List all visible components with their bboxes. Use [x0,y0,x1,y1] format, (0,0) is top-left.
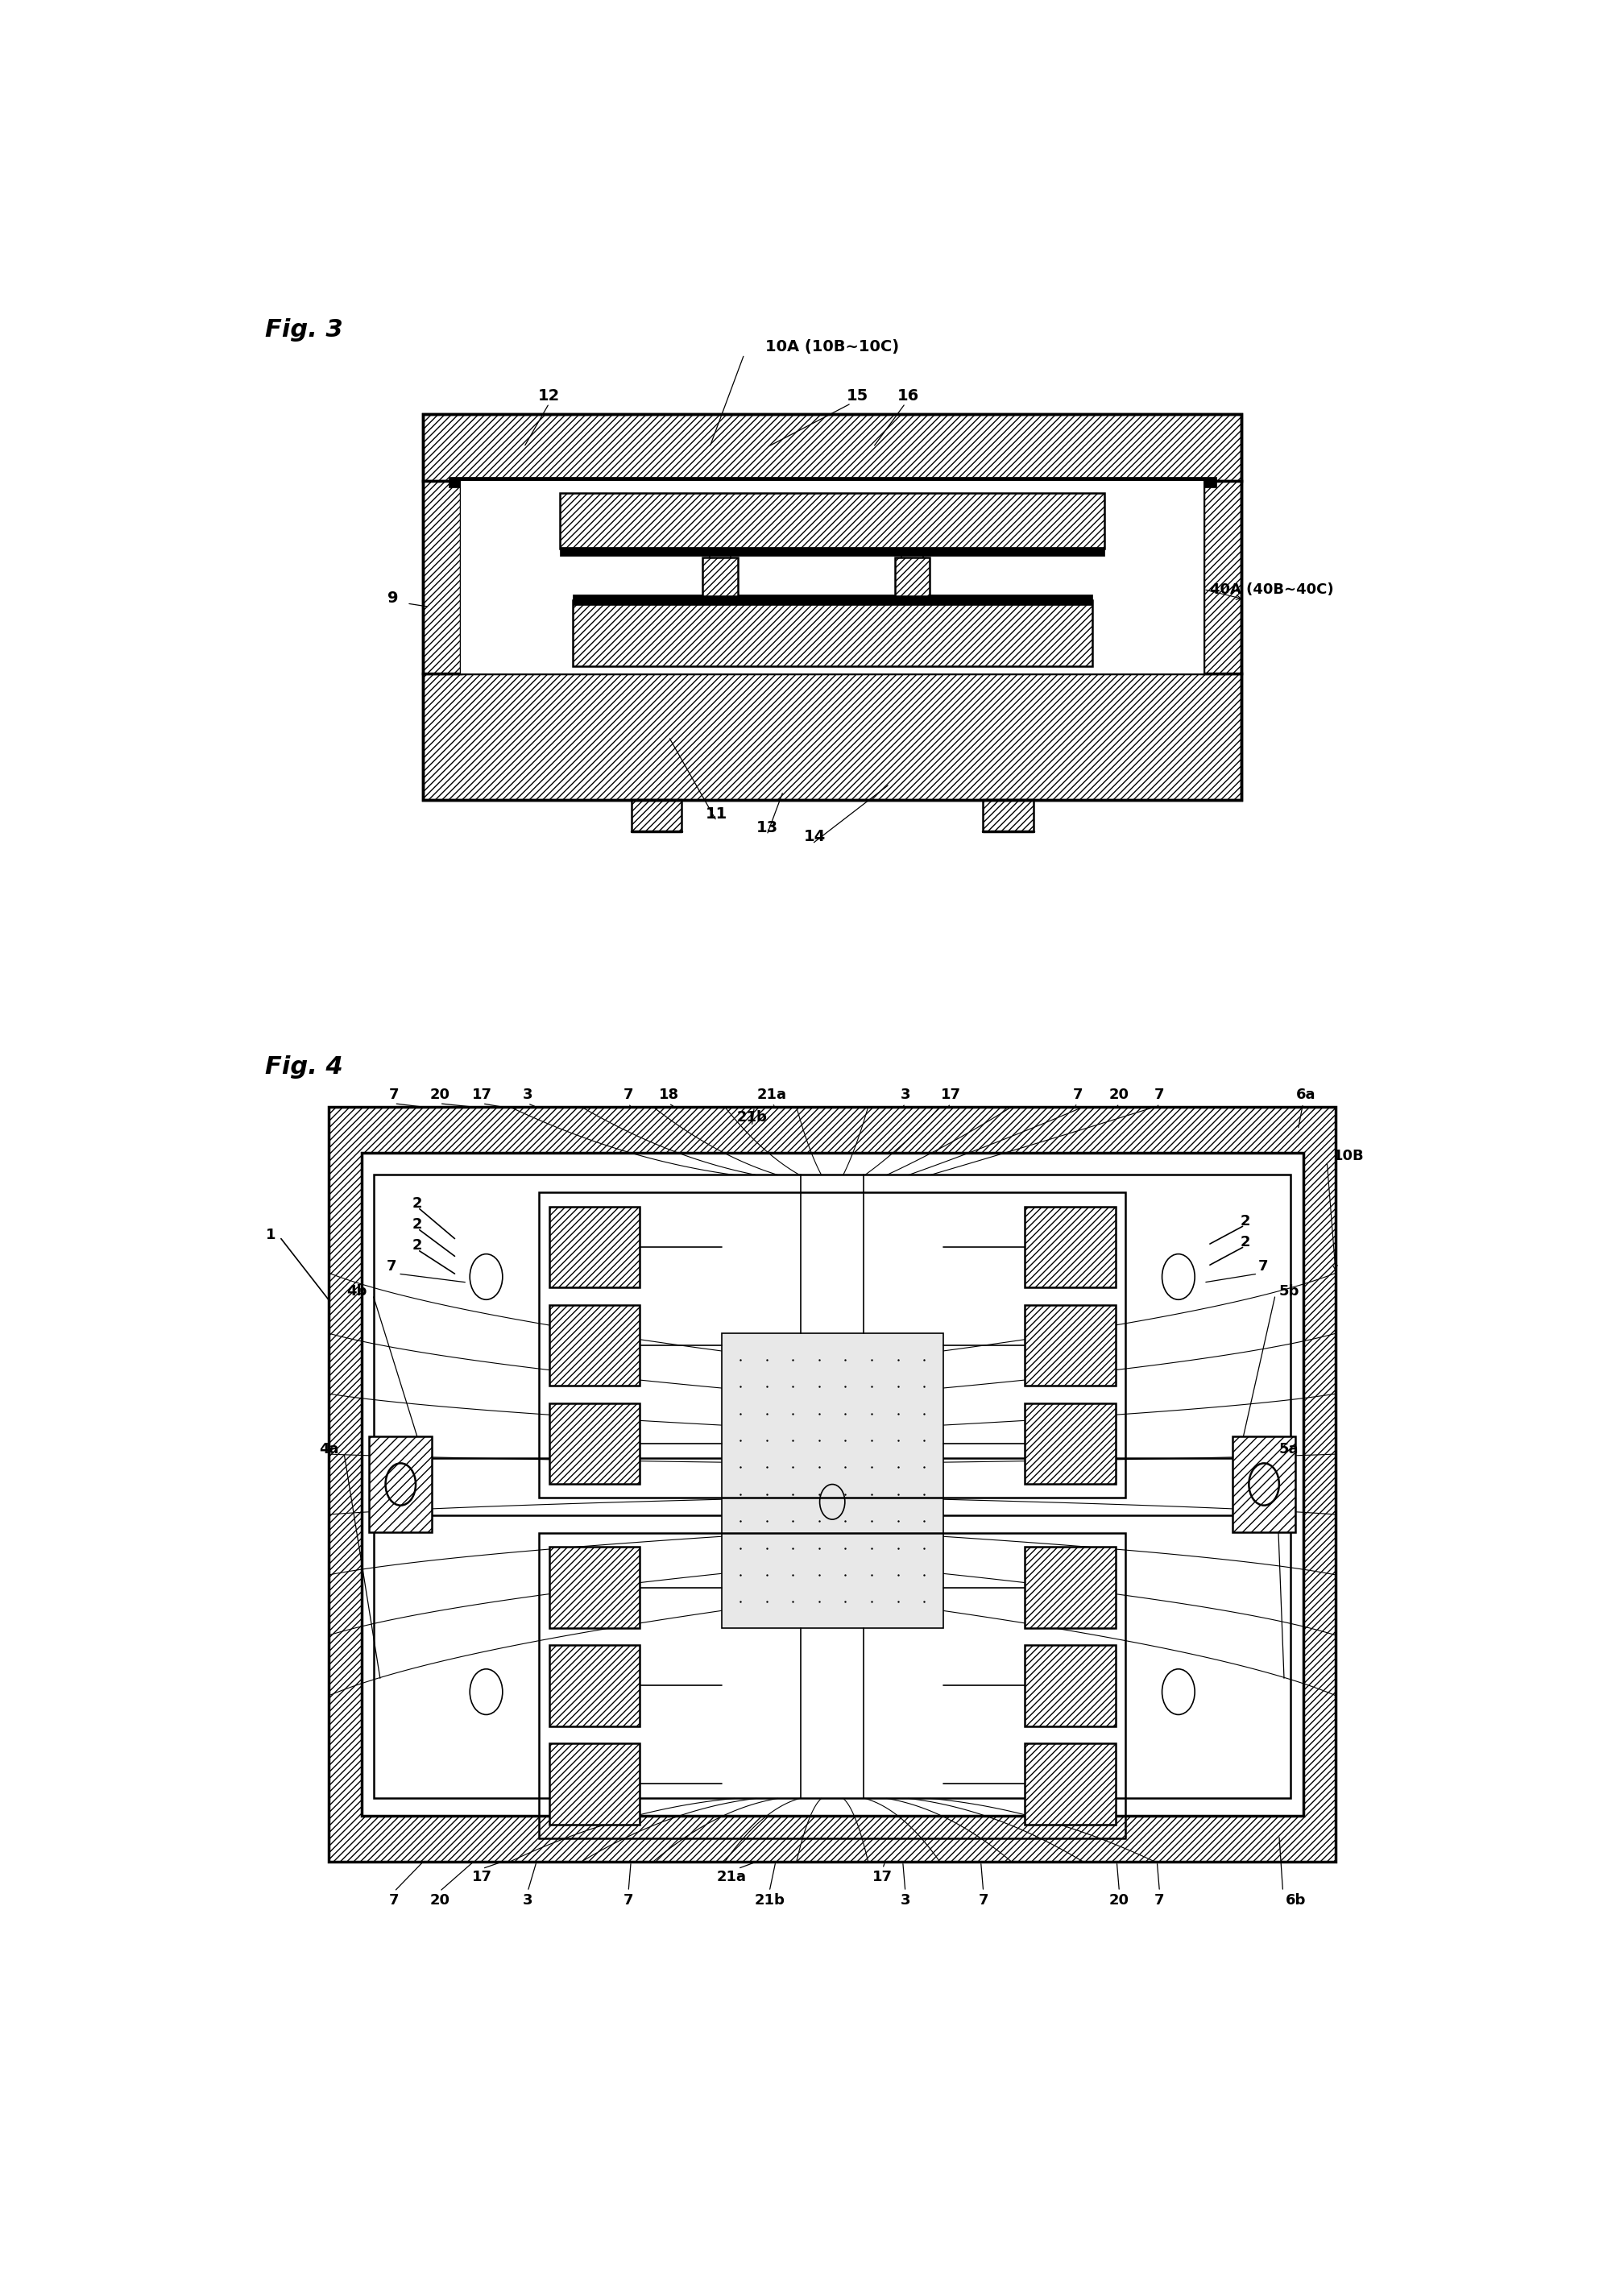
Text: 5b: 5b [1280,1283,1299,1299]
Bar [448,476,1216,488]
Text: 21a: 21a [716,1871,747,1885]
Bar [424,481,461,675]
Text: 1: 1 [266,1228,276,1242]
Bar [549,1547,640,1627]
Bar [1203,481,1241,675]
Bar [369,1436,432,1531]
Text: 6b: 6b [1286,1894,1306,1908]
Text: 7: 7 [1155,1894,1164,1908]
Text: 16: 16 [896,390,919,403]
Text: 7: 7 [1257,1260,1268,1274]
Text: 4a: 4a [320,1443,339,1456]
Text: 20: 20 [429,1087,450,1103]
Text: 6a: 6a [1296,1087,1315,1103]
Bar [572,599,1093,665]
Text: 7: 7 [624,1087,633,1103]
Bar [1025,1404,1116,1484]
Bar [560,547,1104,556]
Bar [424,415,1241,481]
Bar [539,1192,1125,1497]
Text: 21b: 21b [754,1894,784,1908]
Text: 3: 3 [900,1894,911,1908]
Text: Fig. 3: Fig. 3 [265,319,343,342]
Bar [1025,1645,1116,1725]
Text: 7: 7 [1155,1087,1164,1103]
Bar [549,1645,640,1725]
Bar [1025,1306,1116,1386]
Bar [539,1534,1125,1839]
Bar [632,800,682,832]
Text: 20: 20 [1109,1894,1129,1908]
Text: 3: 3 [900,1087,911,1103]
Bar [362,1153,1302,1816]
Bar [983,800,1033,832]
Text: 7: 7 [387,1260,396,1274]
Text: 2: 2 [1241,1235,1250,1249]
Text: 17: 17 [473,1087,492,1103]
Text: 7: 7 [390,1087,400,1103]
Text: 40A (40B∼40C): 40A (40B∼40C) [1210,581,1333,597]
Bar [374,1516,1291,1798]
Bar [549,1206,640,1288]
Text: 20: 20 [429,1894,450,1908]
Text: 14: 14 [804,830,825,846]
Bar [560,492,1104,549]
Text: 15: 15 [846,390,869,403]
Bar [362,1153,1302,1816]
Text: 21a: 21a [757,1087,786,1103]
Bar [424,415,1241,800]
Text: 17: 17 [473,1871,492,1885]
Text: 2: 2 [412,1196,422,1210]
Text: 17: 17 [940,1087,961,1103]
Text: 11: 11 [705,807,728,823]
Text: 9: 9 [387,590,398,606]
Text: 7: 7 [1073,1087,1083,1103]
Text: 2: 2 [412,1217,422,1233]
Bar [1025,1547,1116,1627]
Text: 13: 13 [755,820,778,836]
Text: 3: 3 [523,1894,533,1908]
Text: 7: 7 [978,1894,989,1908]
Bar [721,1333,944,1627]
Bar [572,595,1093,606]
Bar [895,558,931,597]
Text: 10A (10B∼10C): 10A (10B∼10C) [765,340,900,356]
Text: 17: 17 [872,1871,893,1885]
Text: 10B: 10B [1333,1149,1364,1162]
Text: 7: 7 [624,1894,633,1908]
Text: 20: 20 [1109,1087,1129,1103]
Bar [328,1108,1335,1862]
Bar [374,1176,1291,1459]
Bar [424,675,1241,800]
Bar [461,481,1203,675]
Text: 21b: 21b [737,1110,767,1126]
Text: 2: 2 [412,1237,422,1253]
Bar [1233,1436,1296,1531]
Bar [549,1404,640,1484]
Text: 7: 7 [390,1894,400,1908]
Bar [702,558,737,597]
Text: 18: 18 [659,1087,679,1103]
Text: 3: 3 [523,1087,533,1103]
Bar [1025,1743,1116,1823]
Text: 12: 12 [538,390,560,403]
Bar [549,1306,640,1386]
Bar [1025,1206,1116,1288]
Bar [549,1743,640,1823]
Text: 5a: 5a [1280,1443,1299,1456]
Text: 4b: 4b [346,1283,367,1299]
Text: Fig. 4: Fig. 4 [265,1055,343,1078]
Text: 2: 2 [1241,1215,1250,1228]
